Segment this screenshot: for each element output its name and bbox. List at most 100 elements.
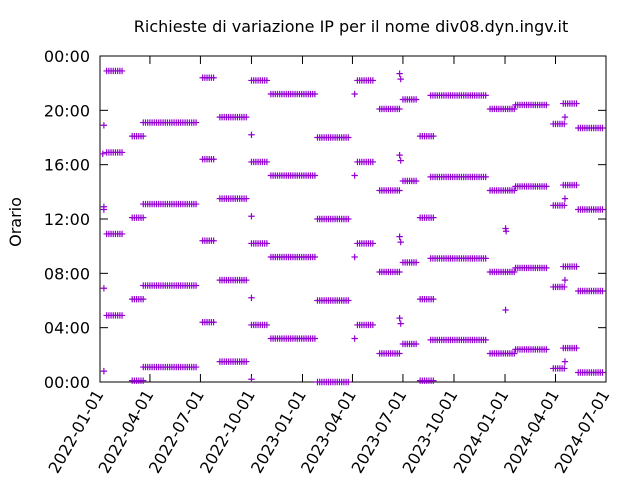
data-point — [397, 320, 404, 327]
data-point — [396, 151, 403, 159]
data-point — [351, 90, 358, 98]
data-point — [573, 181, 580, 189]
data-point — [139, 377, 147, 384]
data-point — [139, 295, 147, 303]
data-point — [599, 124, 606, 132]
data-point — [573, 100, 580, 107]
data-point — [192, 363, 200, 371]
data-point — [511, 187, 518, 194]
data-point — [248, 131, 255, 138]
data-point — [243, 276, 250, 284]
data-point — [311, 335, 319, 342]
data-point — [430, 214, 437, 221]
data-point — [397, 75, 404, 83]
data-point — [561, 120, 568, 128]
data-point — [397, 157, 404, 164]
data-point — [482, 173, 489, 181]
data-point — [369, 158, 377, 166]
data-point — [543, 101, 550, 109]
data-point — [118, 67, 126, 75]
data-point — [192, 119, 200, 126]
data-point — [369, 321, 377, 329]
data-point — [118, 149, 126, 156]
data-point — [345, 378, 352, 386]
data-point — [263, 77, 271, 84]
data-point — [543, 264, 550, 272]
data-point — [561, 276, 569, 284]
data-point — [430, 295, 437, 303]
data-point — [412, 96, 420, 103]
chart-title: Richieste di variazione IP per il nome d… — [134, 17, 569, 36]
data-point — [396, 187, 403, 194]
y-tick-label: 04:00 — [44, 319, 90, 338]
data-marks — [99, 67, 606, 386]
data-point — [243, 113, 250, 121]
data-point — [482, 255, 489, 262]
data-point — [118, 312, 126, 319]
y-tick-label: 20:00 — [44, 101, 90, 120]
data-point — [192, 282, 200, 289]
data-point — [573, 344, 580, 352]
y-tick-label: 00:00 — [44, 47, 90, 66]
data-point — [396, 268, 403, 276]
data-point — [502, 306, 509, 314]
data-point — [396, 314, 403, 322]
data-point — [543, 183, 550, 190]
data-point — [99, 150, 106, 157]
data-point — [311, 90, 319, 98]
data-point — [511, 268, 518, 276]
data-point — [243, 358, 250, 365]
y-tick-label: 12:00 — [44, 210, 90, 229]
data-point — [561, 195, 569, 202]
data-point — [345, 297, 352, 304]
data-point — [100, 285, 108, 292]
y-tick-label: 08:00 — [44, 264, 90, 283]
y-tick-label: 16:00 — [44, 156, 90, 175]
data-point — [100, 122, 108, 129]
data-point — [561, 365, 568, 372]
data-point — [311, 172, 319, 179]
data-point — [396, 233, 403, 240]
data-point — [139, 214, 147, 221]
data-point — [248, 294, 255, 301]
data-point — [397, 238, 404, 246]
y-axis-label: Orario — [6, 197, 25, 247]
data-point — [192, 200, 200, 208]
data-point — [311, 253, 319, 261]
data-point — [430, 377, 437, 384]
data-point — [118, 230, 126, 238]
data-point — [599, 287, 606, 295]
data-point — [100, 206, 108, 213]
data-point — [573, 263, 580, 270]
data-point — [561, 202, 568, 209]
data-point — [248, 213, 255, 220]
data-point — [511, 350, 518, 357]
data-point — [430, 132, 437, 140]
x-axis-ticks: 2022-01-012022-04-012022-07-012022-10-01… — [45, 56, 613, 477]
data-point — [100, 367, 108, 375]
data-point — [511, 105, 518, 113]
data-point — [502, 228, 510, 235]
data-point — [369, 240, 377, 247]
data-point — [561, 358, 569, 365]
data-point — [210, 156, 217, 163]
data-point — [263, 240, 271, 247]
data-point — [139, 132, 147, 140]
data-point — [351, 172, 358, 179]
data-point — [263, 321, 271, 329]
data-point — [351, 335, 358, 342]
data-point — [345, 215, 352, 223]
data-point — [369, 77, 377, 84]
data-point — [210, 74, 217, 81]
data-point — [396, 105, 403, 113]
data-point — [561, 113, 569, 121]
data-point — [396, 350, 403, 357]
data-point — [543, 346, 550, 353]
data-point — [561, 283, 568, 291]
data-point — [210, 319, 217, 326]
data-point — [412, 259, 420, 266]
data-point — [412, 340, 420, 348]
data-point — [396, 70, 403, 77]
data-point — [599, 206, 606, 213]
y-tick-label: 00:00 — [44, 373, 90, 392]
